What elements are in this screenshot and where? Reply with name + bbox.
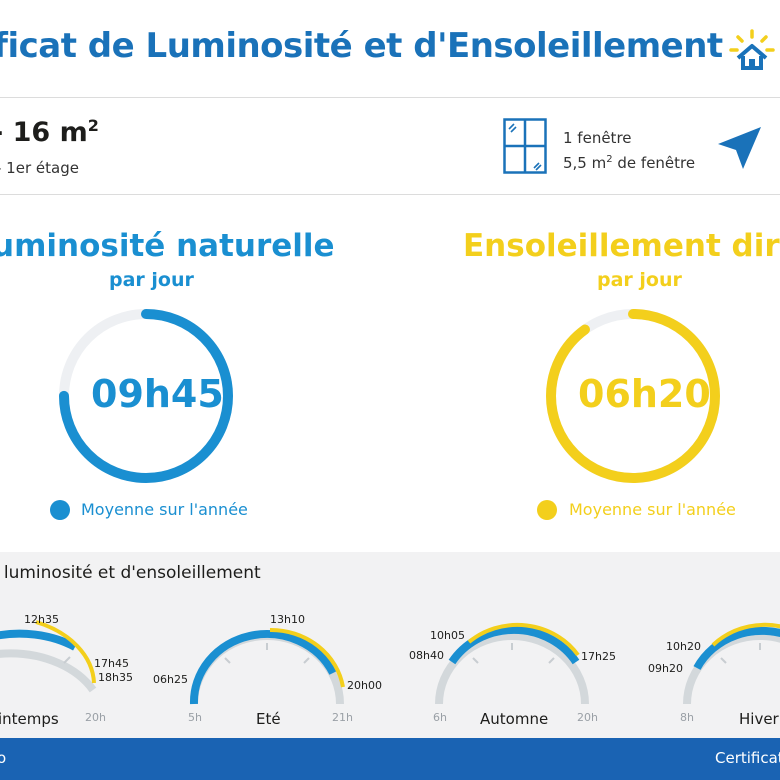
window-area: 5,5 m2 de fenêtre bbox=[563, 154, 696, 172]
season-name: intemps bbox=[0, 710, 59, 728]
legend-dot-blue bbox=[50, 500, 70, 520]
gauge-summer: 06h25 13h10 20h00 Eté 5h 21h bbox=[153, 613, 382, 728]
gauge-label: 17h25 bbox=[581, 650, 616, 663]
divider bbox=[0, 97, 780, 98]
window-icon bbox=[503, 118, 547, 174]
luminosity-ring bbox=[59, 309, 233, 483]
footer-right-text: Certificat bbox=[715, 749, 780, 767]
season-name: Hiver bbox=[739, 710, 780, 728]
navigation-arrow-icon[interactable] bbox=[715, 124, 765, 172]
luminosity-value: 09h45 bbox=[91, 372, 224, 416]
gauge-label: 13h10 bbox=[270, 613, 305, 626]
gauge-end: 20h bbox=[85, 711, 106, 724]
gauge-winter: 09h20 10h20 Hiver 8h bbox=[648, 622, 780, 728]
luminosity-subtitle: par jour bbox=[109, 269, 194, 291]
windows-count: 1 fenêtre bbox=[563, 129, 632, 147]
season-name: Eté bbox=[256, 710, 281, 728]
surface-area: - 16 m2 bbox=[0, 116, 99, 148]
gauge-label: 18h35 bbox=[98, 671, 133, 684]
seasons-section bbox=[0, 552, 780, 738]
sunshine-subtitle: par jour bbox=[597, 269, 682, 291]
season-name: Automne bbox=[480, 710, 548, 728]
page-title: ificat de Luminosité et d'Ensoleillement bbox=[0, 26, 723, 66]
gauge-label: 08h40 bbox=[409, 649, 444, 662]
gauge-label: 20h00 bbox=[347, 679, 382, 692]
sunshine-title: Ensoleillement direc bbox=[463, 228, 780, 264]
luminosity-title: uminosité naturelle bbox=[0, 228, 335, 264]
gauge-end: 20h bbox=[577, 711, 598, 724]
gauge-start: 6h bbox=[433, 711, 447, 724]
floor-info: - 1er étage bbox=[0, 159, 79, 177]
sunshine-ring bbox=[546, 309, 720, 483]
gauge-autumn: 08h40 10h05 17h25 Automne 6h 20h bbox=[409, 622, 616, 728]
sunshine-legend: Moyenne sur l'année bbox=[569, 500, 736, 519]
sun-house-logo-icon bbox=[729, 29, 775, 70]
gauge-spring: 12h35 17h45 18h35 intemps 20h bbox=[0, 613, 133, 728]
gauge-end: 21h bbox=[332, 711, 353, 724]
footer-bar bbox=[0, 738, 780, 780]
gauge-label: 09h20 bbox=[648, 662, 683, 675]
gauge-label: 06h25 bbox=[153, 673, 188, 686]
sunshine-value: 06h20 bbox=[578, 372, 711, 416]
luminosity-legend: Moyenne sur l'année bbox=[81, 500, 248, 519]
window-info: 1 fenêtre 5,5 m2 de fenêtre bbox=[563, 127, 695, 174]
gauge-label: 12h35 bbox=[24, 613, 59, 626]
gauge-start: 5h bbox=[188, 711, 202, 724]
gauge-label: 10h05 bbox=[430, 629, 465, 642]
legend-dot-yellow bbox=[537, 500, 557, 520]
gauge-label: 17h45 bbox=[94, 657, 129, 670]
seasons-gauges: 12h35 17h45 18h35 intemps 20h 06h25 13h1… bbox=[0, 613, 780, 728]
gauge-label: 10h20 bbox=[666, 640, 701, 653]
divider bbox=[0, 194, 780, 195]
gauge-start: 8h bbox=[680, 711, 694, 724]
seasons-title: e luminosité et d'ensoleillement bbox=[0, 563, 261, 583]
footer-left-text: o bbox=[0, 749, 7, 767]
